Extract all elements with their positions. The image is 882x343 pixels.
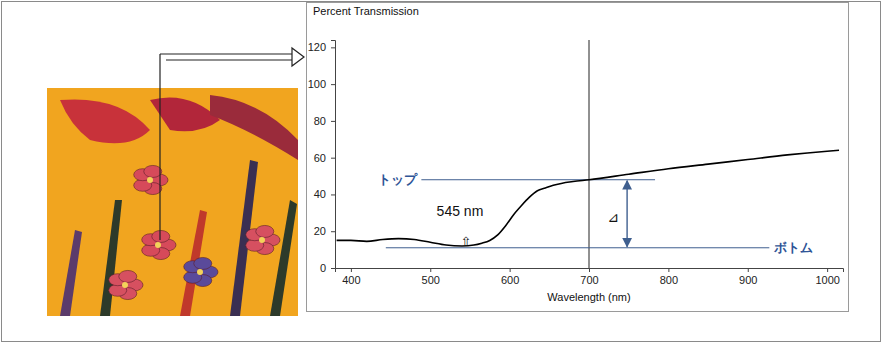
tick-mark: [331, 158, 335, 159]
axis-line: [336, 269, 844, 273]
tick: 40: [314, 188, 335, 200]
axis-line: [331, 41, 336, 269]
tick: 60: [314, 152, 335, 164]
tick-mark: [748, 268, 749, 272]
pointer-head: [292, 48, 304, 66]
tick: 400: [342, 268, 360, 286]
tick: 900: [739, 268, 757, 286]
figure: 400 500 600 700 800 900 1000 0 20 40 60 80 100 120 Per…: [0, 0, 882, 343]
photo-petal: [256, 225, 274, 237]
tick-label: 0: [320, 262, 326, 274]
photo-shape: [210, 95, 298, 160]
photo-flower-center: [155, 242, 161, 248]
tick-label: 100: [308, 78, 326, 90]
tick: 20: [314, 225, 335, 237]
plot-area: [337, 40, 839, 268]
tick-mark: [430, 268, 431, 272]
pointer-glyph: ⇧: [461, 234, 472, 249]
tick: 700: [580, 268, 598, 286]
photo-flower-center: [197, 269, 203, 275]
photo-petal: [144, 165, 162, 177]
tick: 1000: [815, 268, 839, 286]
tick: 800: [660, 268, 678, 286]
tick-mark: [331, 47, 335, 48]
x-axis-title: Wavelength (nm): [547, 291, 630, 303]
delta-label: ⊿: [607, 209, 619, 225]
x-axis: 400 500 600 700 800 900 1000: [336, 268, 844, 286]
textile-photo: [47, 88, 298, 316]
tick-label: 80: [314, 115, 326, 127]
tick-label: 700: [580, 274, 598, 286]
tick: 100: [308, 78, 335, 90]
tick-label: 1000: [815, 274, 839, 286]
pointer-line: [166, 59, 292, 60]
photo-petal: [194, 257, 212, 269]
tick-mark: [827, 268, 828, 272]
tick-mark: [589, 268, 590, 272]
tick-label: 600: [501, 274, 519, 286]
pointer-arrow: [160, 48, 304, 240]
photo-shape: [60, 99, 150, 143]
tick: 120: [308, 41, 335, 53]
chart-frame: [307, 3, 849, 312]
tick-mark: [331, 84, 335, 85]
tick-mark: [351, 268, 352, 272]
tick-mark: [331, 194, 335, 195]
tick-label: 800: [660, 274, 678, 286]
tick-label: 20: [314, 225, 326, 237]
photo-shape: [100, 200, 122, 316]
tick-label: 60: [314, 152, 326, 164]
tick-mark: [331, 231, 335, 232]
tick-mark: [510, 268, 511, 272]
delta-arrow: [626, 181, 627, 247]
photo-ground: [47, 88, 298, 316]
photo-flower-center: [122, 282, 128, 288]
bottom-label: ボトム: [773, 240, 813, 255]
tick-mark: [331, 121, 335, 122]
tick-label: 900: [739, 274, 757, 286]
pointer-line: [159, 54, 160, 240]
photo-petal: [119, 270, 137, 282]
outer-frame: [2, 2, 881, 342]
photo-flower-center: [147, 177, 153, 183]
tick-label: 500: [422, 274, 440, 286]
photo-petal: [152, 230, 170, 242]
photo-flower-center: [259, 237, 265, 243]
tick-label: 40: [314, 188, 326, 200]
top-line: [421, 179, 655, 180]
tick-label: 120: [308, 41, 326, 53]
tick-mark: [668, 268, 669, 272]
tick: 500: [422, 268, 440, 286]
tick: 80: [314, 115, 335, 127]
photo-shape: [270, 200, 297, 316]
spectrum-line: [337, 150, 839, 246]
reference-line: [589, 40, 590, 268]
tick: 600: [501, 268, 519, 286]
top-label: トップ: [378, 172, 418, 187]
bottom-line: [386, 247, 770, 248]
wavelength-label: 545 nm: [437, 203, 484, 219]
photo-shape: [60, 230, 82, 316]
tick-mark: [331, 268, 335, 269]
pointer-line: [160, 53, 292, 54]
tick: 0: [320, 262, 335, 274]
tick-label: 400: [342, 274, 360, 286]
y-axis: 0 20 40 60 80 100 120: [308, 41, 336, 275]
chart-title: Percent Transmission: [313, 5, 419, 17]
